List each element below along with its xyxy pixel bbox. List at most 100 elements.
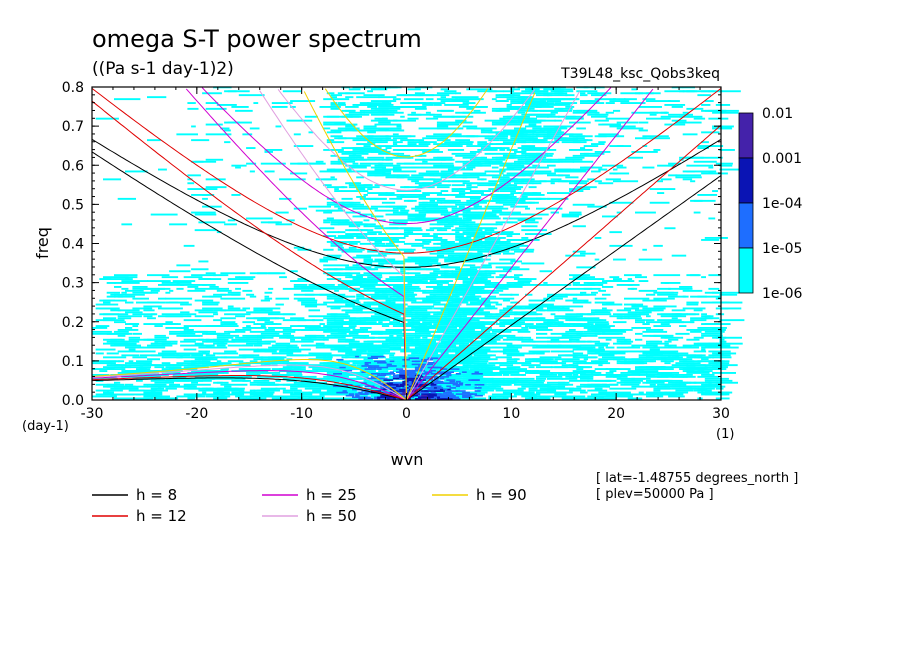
heat-cell bbox=[521, 327, 529, 329]
heat-cell bbox=[205, 354, 216, 357]
heat-cell bbox=[440, 244, 449, 247]
heat-cell bbox=[715, 362, 730, 365]
heat-cell bbox=[205, 188, 218, 190]
heat-cell bbox=[477, 266, 488, 269]
heat-cell bbox=[558, 131, 565, 134]
heat-cell bbox=[359, 109, 384, 112]
heat-cell bbox=[418, 379, 424, 381]
heat-cell bbox=[440, 176, 468, 179]
heat-cell bbox=[660, 178, 672, 181]
heat-cell bbox=[402, 371, 408, 373]
heat-cell bbox=[264, 297, 273, 300]
heat-cell bbox=[594, 387, 603, 390]
heat-cell bbox=[440, 291, 450, 294]
heat-cell bbox=[286, 348, 311, 351]
legend: h = 8h = 12h = 25h = 50h = 90 bbox=[92, 486, 527, 525]
heat-cell bbox=[216, 231, 222, 234]
heat-cell bbox=[484, 340, 497, 343]
heat-cell bbox=[510, 276, 520, 279]
heat-cell bbox=[161, 368, 175, 370]
heat-cell bbox=[536, 332, 548, 335]
heat-cell bbox=[561, 104, 571, 106]
heat-cell bbox=[642, 307, 666, 310]
heat-cell bbox=[440, 109, 453, 112]
heat-cell bbox=[466, 307, 472, 310]
heat-cell bbox=[176, 356, 196, 359]
heat-cell bbox=[359, 274, 365, 277]
heat-cell bbox=[260, 387, 278, 390]
heat-cell bbox=[389, 354, 395, 357]
heat-cell bbox=[609, 276, 620, 279]
heat-cell bbox=[411, 352, 434, 355]
heat-cell bbox=[425, 229, 435, 232]
heat-cell bbox=[547, 309, 555, 312]
heat-cell bbox=[191, 268, 209, 271]
heat-cell bbox=[495, 96, 514, 99]
heat-cell bbox=[565, 360, 587, 363]
heat-cell bbox=[374, 174, 396, 177]
heat-cell bbox=[308, 338, 325, 341]
heat-cell bbox=[205, 377, 233, 380]
heat-cell bbox=[697, 370, 713, 372]
heat-cell bbox=[414, 102, 426, 104]
heat-cell bbox=[708, 274, 722, 277]
heat-cell bbox=[514, 131, 535, 134]
heat-cell bbox=[451, 152, 477, 155]
heat-cell bbox=[580, 147, 586, 149]
heat-cell bbox=[547, 197, 569, 200]
heat-cell bbox=[449, 380, 456, 383]
heat-cell bbox=[690, 368, 707, 370]
heat-cell bbox=[690, 321, 695, 324]
heat-cell bbox=[447, 297, 454, 300]
heat-cell bbox=[227, 219, 236, 222]
heat-cell bbox=[246, 162, 257, 165]
heat-cell bbox=[602, 332, 620, 335]
heat-cell bbox=[242, 289, 253, 292]
heat-cell bbox=[422, 278, 437, 280]
heat-cell bbox=[399, 393, 405, 395]
heat-cell bbox=[172, 368, 184, 370]
heat-cell bbox=[242, 327, 267, 329]
heat-cell bbox=[183, 338, 210, 341]
heat-cell bbox=[613, 180, 639, 183]
heat-cell bbox=[550, 340, 562, 343]
heat-cell bbox=[356, 237, 367, 239]
heat-cell bbox=[370, 357, 378, 359]
heat-cell bbox=[701, 358, 709, 361]
heat-cell bbox=[609, 231, 622, 234]
heat-cell bbox=[374, 104, 388, 106]
heat-cell bbox=[326, 186, 345, 189]
heat-cell bbox=[209, 377, 216, 380]
heat-cell bbox=[469, 172, 478, 175]
heat-cell bbox=[510, 107, 526, 110]
heat-cell bbox=[414, 207, 420, 210]
heat-cell bbox=[462, 270, 490, 273]
heat-cell bbox=[202, 391, 207, 394]
heat-cell bbox=[330, 389, 348, 392]
heat-cell bbox=[198, 356, 213, 359]
heat-cell bbox=[337, 374, 360, 376]
heat-cell bbox=[462, 125, 478, 128]
heat-cell bbox=[514, 383, 529, 386]
heat-cell bbox=[605, 178, 621, 181]
heat-cell bbox=[528, 147, 550, 149]
heat-cell bbox=[205, 340, 213, 343]
heat-cell bbox=[279, 178, 306, 181]
heat-cell bbox=[378, 344, 398, 347]
heat-cell bbox=[110, 309, 121, 312]
heat-cell bbox=[466, 203, 477, 206]
heat-cell bbox=[363, 287, 370, 290]
heat-cell bbox=[587, 319, 601, 322]
y-tick-label: 0.6 bbox=[62, 158, 84, 174]
heat-cell bbox=[216, 391, 224, 394]
heat-cell bbox=[499, 242, 524, 245]
heat-cell bbox=[414, 344, 421, 347]
heat-cell bbox=[506, 164, 513, 167]
heat-cell bbox=[411, 321, 419, 324]
heat-cell bbox=[323, 325, 344, 327]
heat-cell bbox=[466, 207, 479, 210]
heat-cell bbox=[202, 372, 229, 374]
heat-cell bbox=[425, 301, 441, 304]
heat-cell bbox=[580, 377, 594, 380]
heat-cell bbox=[143, 364, 153, 367]
